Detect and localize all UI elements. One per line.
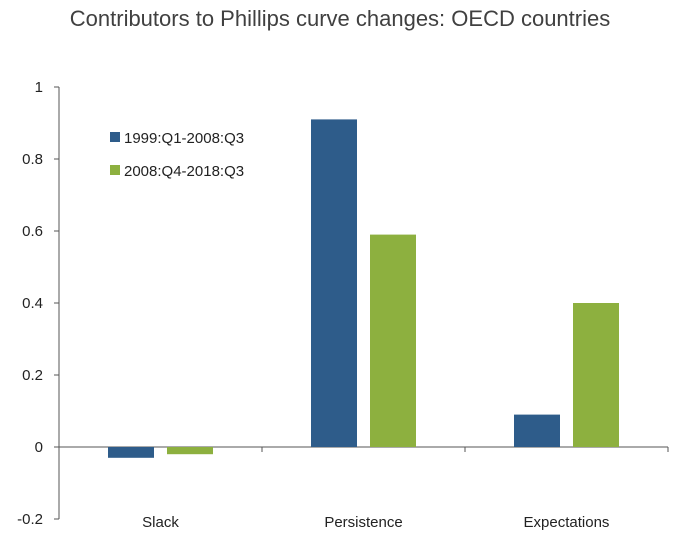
legend-label: 1999:Q1-2008:Q3 bbox=[124, 130, 244, 147]
legend-label: 2008:Q4-2018:Q3 bbox=[124, 163, 244, 180]
bar bbox=[514, 414, 560, 447]
y-tick-label: 0.2 bbox=[22, 367, 43, 384]
x-category-label: Expectations bbox=[524, 514, 610, 531]
x-category-label: Slack bbox=[142, 514, 179, 531]
bar bbox=[370, 234, 416, 447]
legend-swatch bbox=[110, 165, 120, 175]
y-tick-label: 1 bbox=[35, 79, 43, 96]
y-tick-label: 0.4 bbox=[22, 295, 43, 312]
x-category-label: Persistence bbox=[324, 514, 402, 531]
y-tick-label: 0.6 bbox=[22, 223, 43, 240]
legend: 1999:Q1-2008:Q3 2008:Q4-2018:Q3 bbox=[110, 130, 244, 180]
axes: -0.2 0 0.2 0.4 0.6 0.8 1 Slack Persistence Expect… bbox=[17, 79, 669, 531]
bar bbox=[167, 447, 213, 455]
bar bbox=[108, 447, 154, 458]
y-tick-label: 0 bbox=[35, 439, 43, 456]
bars bbox=[108, 119, 619, 458]
bar bbox=[573, 303, 619, 447]
legend-swatch bbox=[110, 132, 120, 142]
y-tick-label: 0.8 bbox=[22, 151, 43, 168]
y-tick-label: -0.2 bbox=[17, 511, 43, 528]
chart-title: Contributors to Phillips curve changes: … bbox=[69, 6, 611, 31]
bar bbox=[311, 119, 357, 448]
